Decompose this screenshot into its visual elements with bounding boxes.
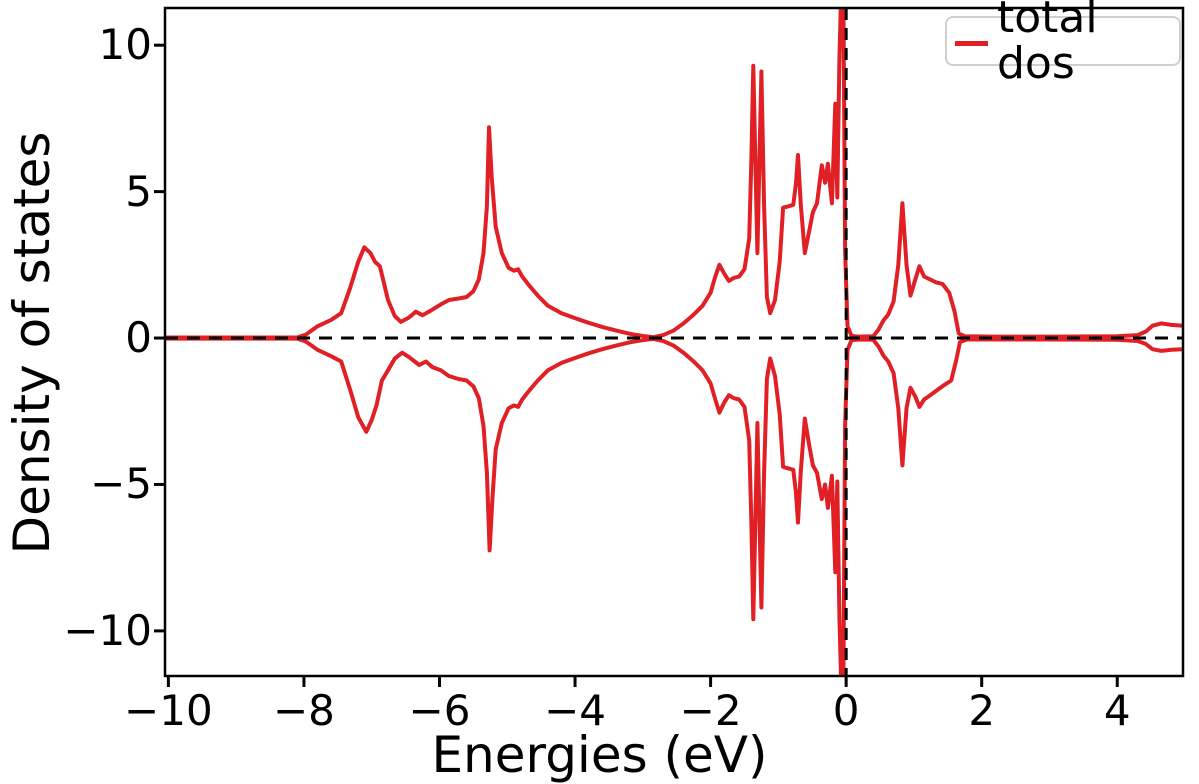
x-axis-tick-label: −4 [544, 686, 606, 735]
x-axis-tick-label: 4 [1103, 686, 1131, 735]
x-axis-tick-label: 2 [968, 686, 996, 735]
x-axis-title: Energies (eV) [431, 726, 768, 784]
y-axis-tick-label: 0 [125, 313, 152, 363]
y-axis-title: Density of states [3, 131, 61, 555]
x-axis-tick-label: 0 [832, 686, 860, 735]
legend-label: total dos [997, 0, 1098, 89]
dos-curve-spin-up [165, 8, 1183, 340]
x-axis-tick-label: −10 [124, 686, 213, 735]
x-axis-tick-label: −2 [679, 686, 742, 735]
x-axis-tick-label: −8 [272, 686, 335, 735]
axes-spines [163, 6, 1185, 678]
dos-curves [165, 8, 1183, 676]
legend: total dos [945, 0, 1181, 87]
y-axis-tick-label: 5 [125, 166, 152, 216]
y-axis-tick-label: 10 [98, 20, 152, 70]
y-axis-tick-label: −5 [90, 459, 152, 509]
dos-curve-spin-down [165, 336, 1183, 676]
tick-marks [154, 43, 1119, 687]
legend-line-sample-icon [955, 40, 988, 46]
axes-frame [163, 6, 1185, 678]
reference-lines [165, 8, 1183, 676]
x-axis-tick-label: −6 [408, 686, 471, 735]
y-axis-tick-label: −10 [63, 605, 152, 655]
